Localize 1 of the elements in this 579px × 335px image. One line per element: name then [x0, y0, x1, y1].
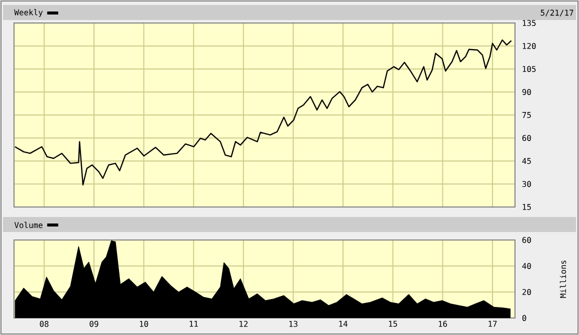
- line-series: [14, 39, 512, 186]
